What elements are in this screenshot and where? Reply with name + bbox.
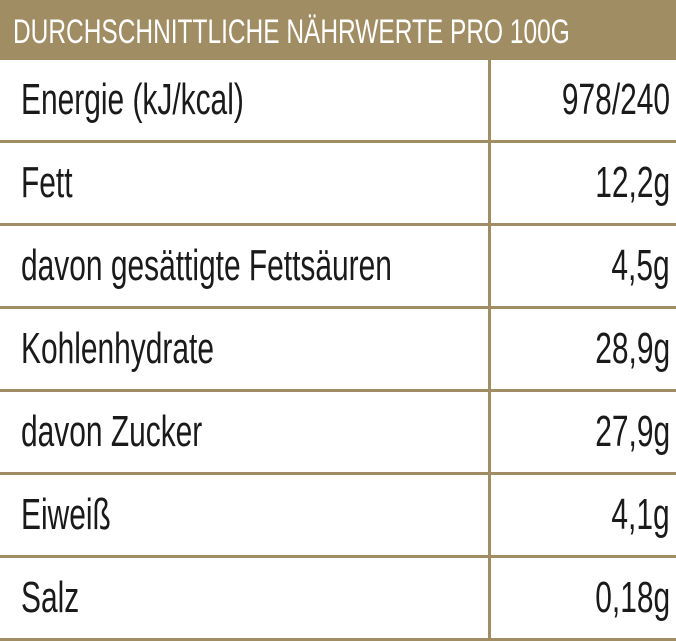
row-label: Eiweiß: [21, 475, 153, 555]
nutrition-row-protein: Eiweiß 4,1g: [0, 475, 676, 558]
row-value: 27,9g: [560, 392, 670, 472]
nutrition-row-salt: Salz 0,18g: [0, 558, 676, 641]
row-value-text: 28,9g: [595, 324, 670, 373]
row-label-text: Fett: [21, 158, 73, 207]
row-value: 4,5g: [584, 226, 670, 306]
row-value-text: 4,5g: [611, 241, 670, 290]
row-label: Fett: [21, 143, 97, 223]
header-title: DURCHSCHNITTLICHE NÄHRWERTE PRO 100G: [13, 13, 570, 51]
nutrition-row-fat: Fett 12,2g: [0, 143, 676, 226]
row-value-text: 12,2g: [595, 158, 670, 207]
nutrition-row-saturated-fat: davon gesättigte Fettsäuren 4,5g: [0, 226, 676, 309]
row-label: davon gesättigte Fettsäuren: [21, 226, 566, 306]
row-label-text: Kohlenhydrate: [21, 324, 214, 373]
nutrition-row-energy: Energie (kJ/kcal) 978/240: [0, 60, 676, 143]
table-header: DURCHSCHNITTLICHE NÄHRWERTE PRO 100G: [0, 0, 676, 60]
row-label-text: Energie (kJ/kcal): [21, 75, 244, 124]
row-value: 12,2g: [560, 143, 670, 223]
row-value: 4,1g: [584, 475, 670, 555]
row-value-text: 4,1g: [611, 490, 670, 539]
row-label-text: Eiweiß: [21, 490, 111, 539]
row-label-text: davon gesättigte Fettsäuren: [21, 241, 392, 290]
row-label-text: davon Zucker: [21, 407, 203, 456]
row-value: 978/240: [511, 60, 670, 140]
row-label: Energie (kJ/kcal): [21, 60, 349, 140]
row-label: davon Zucker: [21, 392, 288, 472]
row-value: 0,18g: [560, 558, 670, 638]
nutrition-row-sugar: davon Zucker 27,9g: [0, 392, 676, 475]
row-value-text: 0,18g: [595, 573, 670, 622]
column-divider: [488, 60, 491, 639]
row-value-text: 978/240: [561, 75, 670, 124]
row-label: Salz: [21, 558, 107, 638]
row-label: Kohlenhydrate: [21, 309, 305, 389]
row-value-text: 27,9g: [595, 407, 670, 456]
row-value: 28,9g: [560, 309, 670, 389]
row-label-text: Salz: [21, 573, 80, 622]
nutrition-row-carbohydrates: Kohlenhydrate 28,9g: [0, 309, 676, 392]
